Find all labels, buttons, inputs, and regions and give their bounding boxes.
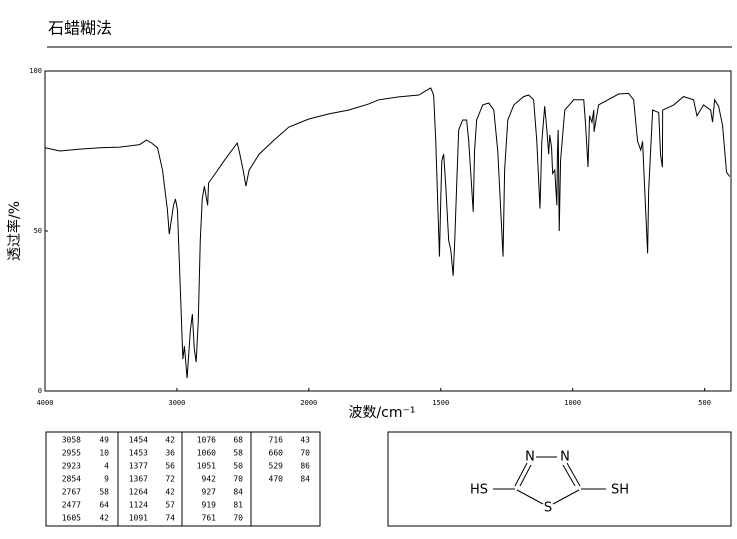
peak-transmittance: 68 xyxy=(233,436,243,445)
structure-frame xyxy=(387,431,732,527)
peak-transmittance: 70 xyxy=(300,449,310,458)
peak-wavenumber: 2923 xyxy=(62,462,81,471)
x-tick-label: 3000 xyxy=(168,399,185,407)
peak-table-frame xyxy=(45,431,321,527)
peak-wavenumber: 1377 xyxy=(129,462,148,471)
y-axis-label: 透过率/% xyxy=(6,201,23,261)
peak-wavenumber: 1367 xyxy=(129,475,148,484)
atom-label: S xyxy=(544,501,552,516)
peak-transmittance: 72 xyxy=(165,475,175,484)
x-axis-label: 波数/cm⁻¹ xyxy=(348,405,415,421)
spectrum-line xyxy=(44,87,731,379)
peak-wavenumber: 660 xyxy=(269,449,284,458)
atom-label: HS xyxy=(470,483,488,498)
x-tick-label: 1500 xyxy=(432,399,449,407)
peak-transmittance: 58 xyxy=(233,449,243,458)
peak-wavenumber: 3058 xyxy=(62,436,81,445)
peak-wavenumber: 2955 xyxy=(62,449,81,458)
peak-wavenumber: 1091 xyxy=(129,514,148,523)
peak-transmittance: 49 xyxy=(99,436,109,445)
peak-transmittance: 70 xyxy=(233,475,243,484)
peak-wavenumber: 919 xyxy=(202,501,217,510)
structure-bonds xyxy=(493,456,606,505)
peak-transmittance: 56 xyxy=(165,462,175,471)
atom-label: N xyxy=(525,450,535,465)
peak-transmittance: 10 xyxy=(99,449,109,458)
peak-transmittance: 84 xyxy=(300,475,310,484)
peak-wavenumber: 1051 xyxy=(197,462,216,471)
peak-wavenumber: 1453 xyxy=(129,449,148,458)
peak-wavenumber: 1454 xyxy=(129,436,148,445)
peak-wavenumber: 2477 xyxy=(62,501,81,510)
peak-transmittance: 4 xyxy=(104,462,109,471)
peak-wavenumber: 1060 xyxy=(197,449,216,458)
x-tick-label: 500 xyxy=(698,399,711,407)
peak-wavenumber: 470 xyxy=(269,475,284,484)
peak-transmittance: 70 xyxy=(233,514,243,523)
x-tick-label: 2000 xyxy=(300,399,317,407)
peak-wavenumber: 1076 xyxy=(197,436,216,445)
peak-wavenumber: 716 xyxy=(269,436,284,445)
peak-transmittance: 58 xyxy=(99,488,109,497)
peak-transmittance: 42 xyxy=(99,514,109,523)
x-tick-label: 1000 xyxy=(564,399,581,407)
peak-transmittance: 42 xyxy=(165,436,175,445)
peak-transmittance: 74 xyxy=(165,514,175,523)
peak-transmittance: 42 xyxy=(165,488,175,497)
y-tick-label: 0 xyxy=(38,387,42,395)
peak-transmittance: 57 xyxy=(165,501,175,510)
peak-transmittance: 86 xyxy=(300,462,310,471)
peak-wavenumber: 1605 xyxy=(62,514,81,523)
x-tick-label: 4000 xyxy=(37,399,54,407)
y-tick-label: 50 xyxy=(34,227,42,235)
atom-label: N xyxy=(560,450,570,465)
peak-wavenumber: 529 xyxy=(269,462,284,471)
peak-transmittance: 43 xyxy=(300,436,310,445)
peak-transmittance: 36 xyxy=(165,449,175,458)
peak-transmittance: 84 xyxy=(233,488,243,497)
peak-wavenumber: 2854 xyxy=(62,475,81,484)
peak-wavenumber: 1264 xyxy=(129,488,148,497)
peak-wavenumber: 2767 xyxy=(62,488,81,497)
peak-wavenumber: 942 xyxy=(202,475,217,484)
peak-wavenumber: 761 xyxy=(202,514,217,523)
peak-transmittance: 50 xyxy=(233,462,243,471)
title: 石蜡糊法 xyxy=(48,19,112,38)
peak-transmittance: 81 xyxy=(233,501,243,510)
peak-wavenumber: 927 xyxy=(202,488,217,497)
peak-transmittance: 64 xyxy=(99,501,109,510)
atom-label: SH xyxy=(611,483,629,498)
y-tick-label: 100 xyxy=(29,67,42,75)
peak-transmittance: 9 xyxy=(104,475,109,484)
peak-wavenumber: 1124 xyxy=(129,501,148,510)
plot-frame xyxy=(44,70,732,392)
